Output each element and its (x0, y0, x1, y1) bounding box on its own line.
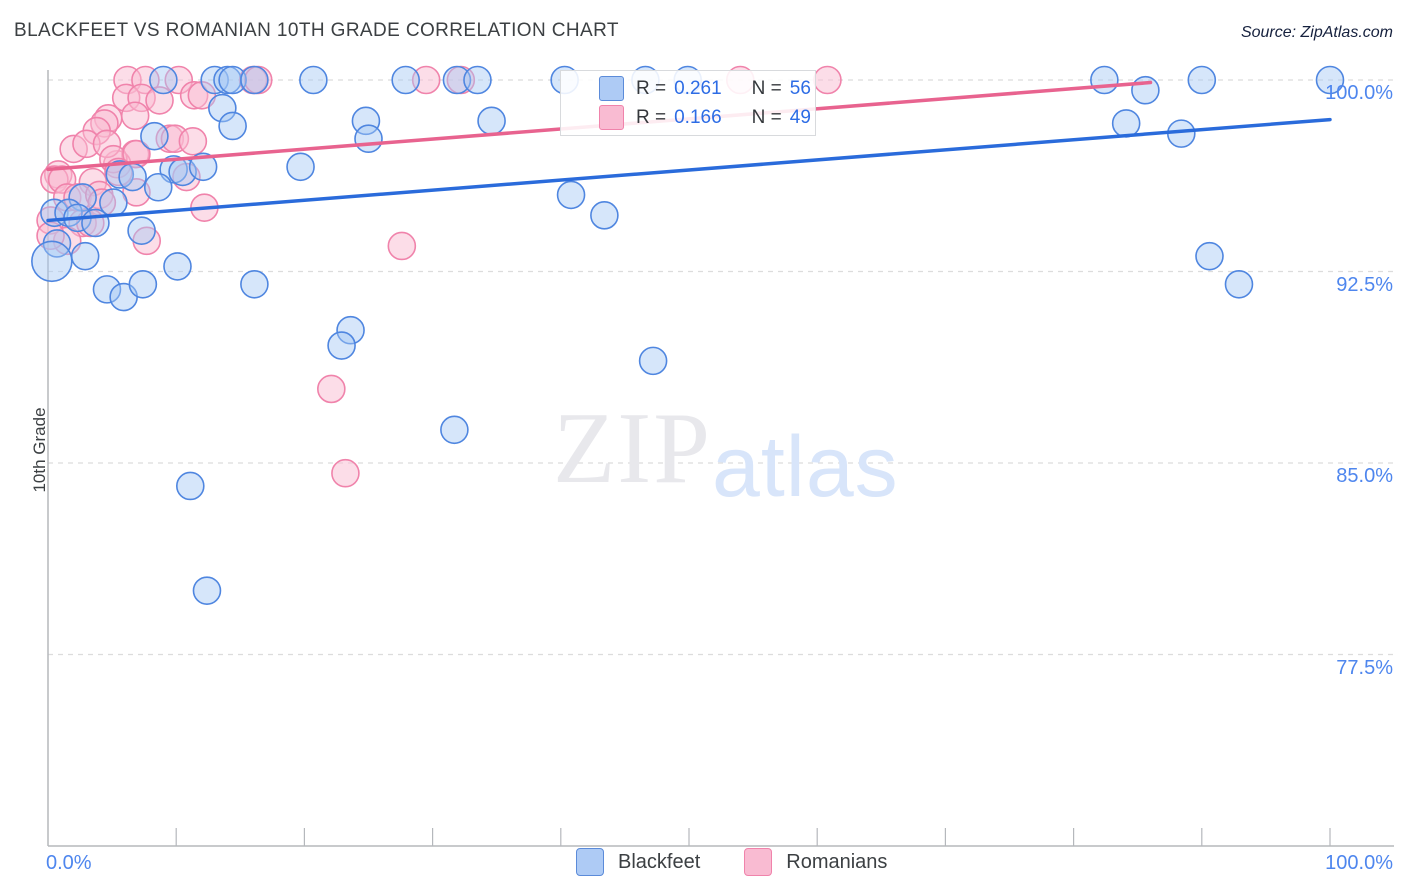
data-point-blackfeet[interactable] (240, 65, 269, 95)
data-point-blackfeet[interactable] (327, 331, 356, 360)
data-point-romanians[interactable] (387, 231, 417, 261)
blackfeet-swatch-icon (576, 848, 604, 876)
data-point-blackfeet[interactable] (128, 269, 158, 299)
data-point-blackfeet[interactable] (1315, 65, 1345, 95)
y-tick-label: 85.0% (1336, 465, 1393, 487)
data-point-romanians[interactable] (813, 65, 842, 95)
data-point-blackfeet[interactable] (218, 111, 247, 141)
page-title: BLACKFEET VS ROMANIAN 10TH GRADE CORRELA… (14, 20, 619, 41)
data-point-blackfeet[interactable] (1224, 269, 1254, 299)
data-point-blackfeet[interactable] (463, 65, 492, 95)
n-value-romanians: 49 (789, 106, 811, 128)
data-point-blackfeet[interactable] (92, 275, 122, 304)
data-point-blackfeet[interactable] (127, 216, 156, 245)
data-point-blackfeet[interactable] (208, 93, 237, 123)
data-point-blackfeet[interactable] (442, 65, 472, 95)
trend-line-blackfeet (46, 117, 1332, 223)
data-point-romanians[interactable] (317, 374, 346, 404)
data-point-blackfeet[interactable] (351, 106, 381, 136)
data-point-blackfeet[interactable] (1195, 241, 1224, 271)
data-point-blackfeet[interactable] (218, 65, 247, 95)
data-point-romanians[interactable] (411, 65, 441, 95)
series-legend: Blackfeet Romanians (576, 848, 887, 876)
data-point-blackfeet[interactable] (440, 415, 469, 445)
data-point-blackfeet[interactable] (299, 65, 328, 95)
data-point-romanians[interactable] (331, 458, 360, 488)
n-label: N = (751, 77, 782, 99)
data-point-blackfeet[interactable] (1187, 65, 1217, 95)
data-point-blackfeet[interactable] (70, 241, 100, 271)
data-point-blackfeet[interactable] (1090, 65, 1119, 95)
data-point-romanians[interactable] (178, 126, 208, 156)
stats-legend: R = 0.261 N = 56 R = 0.166 N = 49 (560, 70, 816, 136)
romanians-swatch-icon (744, 848, 773, 876)
r-label: R = (636, 106, 667, 128)
data-point-romanians[interactable] (120, 101, 150, 131)
legend-label-blackfeet: Blackfeet (618, 850, 701, 873)
r-value-romanians: 0.166 (674, 106, 722, 128)
r-label: R = (636, 77, 667, 99)
blackfeet-swatch-icon (599, 76, 624, 101)
data-point-blackfeet[interactable] (149, 65, 178, 95)
data-point-blackfeet[interactable] (286, 152, 315, 182)
data-point-blackfeet[interactable] (143, 172, 173, 202)
y-tick-label: 100.0% (1325, 82, 1393, 104)
data-point-blackfeet[interactable] (81, 208, 110, 238)
y-tick-label: 92.5% (1336, 273, 1393, 296)
legend-item-blackfeet[interactable]: Blackfeet (576, 848, 700, 876)
data-point-blackfeet[interactable] (391, 65, 420, 95)
data-point-blackfeet[interactable] (31, 240, 73, 283)
romanians-swatch-icon (599, 105, 624, 130)
x-axis-min-label: 0.0% (46, 852, 92, 874)
data-point-blackfeet[interactable] (1111, 109, 1141, 138)
data-point-blackfeet[interactable] (590, 201, 619, 230)
data-point-blackfeet[interactable] (188, 152, 218, 182)
legend-item-romanians[interactable]: Romanians (744, 848, 887, 876)
stats-legend-row-romanians: R = 0.166 N = 49 (561, 105, 815, 130)
n-value-blackfeet: 56 (789, 77, 811, 99)
y-tick-label: 77.5% (1336, 656, 1393, 679)
n-label: N = (751, 106, 782, 128)
stats-legend-row-blackfeet: R = 0.261 N = 56 (561, 76, 815, 101)
data-point-blackfeet[interactable] (336, 315, 365, 345)
data-point-blackfeet[interactable] (192, 576, 222, 605)
data-point-blackfeet[interactable] (638, 346, 668, 376)
r-value-blackfeet: 0.261 (674, 77, 722, 99)
data-point-blackfeet[interactable] (240, 269, 269, 299)
data-point-blackfeet[interactable] (1131, 75, 1160, 105)
data-point-blackfeet[interactable] (477, 106, 506, 136)
data-point-blackfeet[interactable] (354, 124, 383, 154)
data-point-blackfeet[interactable] (176, 471, 205, 501)
data-point-blackfeet[interactable] (118, 162, 147, 192)
data-point-blackfeet[interactable] (140, 121, 169, 151)
source-attribution: Source: ZipAtlas.com (1240, 24, 1393, 41)
x-axis-max-label: 100.0% (1325, 852, 1393, 874)
y-axis-title: 10th Grade (30, 407, 49, 493)
data-point-blackfeet[interactable] (163, 252, 192, 281)
data-point-blackfeet[interactable] (556, 180, 586, 210)
legend-label-romanians: Romanians (786, 850, 888, 873)
